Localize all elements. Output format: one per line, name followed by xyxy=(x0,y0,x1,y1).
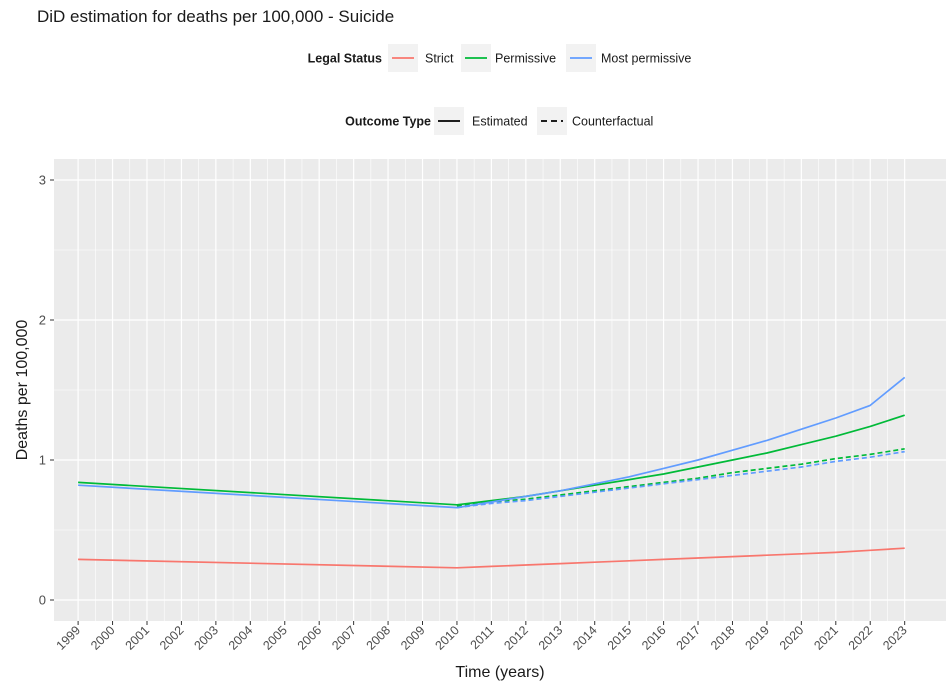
x-tick-label: 2021 xyxy=(811,623,841,653)
series-line-most-permissive-estimated xyxy=(78,376,906,509)
data-series xyxy=(78,376,906,569)
chart-title: DiD estimation for deaths per 100,000 - … xyxy=(37,7,394,26)
legend-entry-label: Counterfactual xyxy=(572,115,653,129)
x-tick-label: 2010 xyxy=(433,623,463,653)
x-tick-label: 2003 xyxy=(191,623,221,653)
x-tick-label: 2014 xyxy=(570,623,600,653)
x-tick-label: 2015 xyxy=(605,623,635,653)
y-tick-label: 3 xyxy=(39,173,46,188)
x-tick-label: 2005 xyxy=(260,623,290,653)
chart-legends: Legal Status Strict Permissive Most permiss… xyxy=(308,44,691,135)
y-tick-label: 1 xyxy=(39,453,46,468)
x-tick-label: 2018 xyxy=(708,623,738,653)
x-tick-label: 2017 xyxy=(674,623,704,653)
x-axis: 1999 2000 2001 2002 2003 2004 2005 2006 2007 2008… xyxy=(54,621,910,653)
x-tick-label: 2001 xyxy=(123,623,153,653)
legend-title: Legal Status xyxy=(308,52,382,66)
x-tick-label: 2022 xyxy=(846,623,876,653)
series-line-most-permissive-counterfactual xyxy=(456,450,905,509)
x-tick-label: 2007 xyxy=(329,623,359,653)
x-tick-label: 2016 xyxy=(639,623,669,653)
x-tick-label: 2006 xyxy=(295,623,325,653)
x-tick-label: 2004 xyxy=(226,623,256,653)
x-tick-label: 1999 xyxy=(54,623,84,653)
legend-entry-label: Most permissive xyxy=(601,52,691,66)
y-tick-label: 0 xyxy=(39,593,46,608)
legend-entry-label: Strict xyxy=(425,52,454,66)
x-tick-label: 2013 xyxy=(536,623,566,653)
x-tick-label: 2002 xyxy=(157,623,187,653)
x-axis-label: Time (years) xyxy=(455,664,544,681)
legend-entry-label: Estimated xyxy=(472,115,528,129)
legend-title: Outcome Type xyxy=(345,115,431,129)
series-line-strict-estimated xyxy=(78,547,905,569)
x-tick-label: 2009 xyxy=(398,623,428,653)
x-tick-label: 2012 xyxy=(501,623,531,653)
x-tick-label: 2008 xyxy=(364,623,394,653)
grid-lines xyxy=(54,159,946,621)
y-tick-label: 2 xyxy=(39,313,46,328)
x-tick-label: 2019 xyxy=(742,623,772,653)
x-tick-label: 2000 xyxy=(88,623,118,653)
y-axis-label: Deaths per 100,000 xyxy=(14,320,31,461)
x-tick-label: 2023 xyxy=(880,623,910,653)
x-tick-label: 2020 xyxy=(777,623,807,653)
series-line-permissive-estimated xyxy=(78,414,905,506)
series-line-permissive-counterfactual xyxy=(456,447,905,508)
x-tick-label: 2011 xyxy=(468,623,497,652)
legend-entry-label: Permissive xyxy=(495,52,556,66)
y-axis: 0 1 2 3 xyxy=(39,173,54,608)
